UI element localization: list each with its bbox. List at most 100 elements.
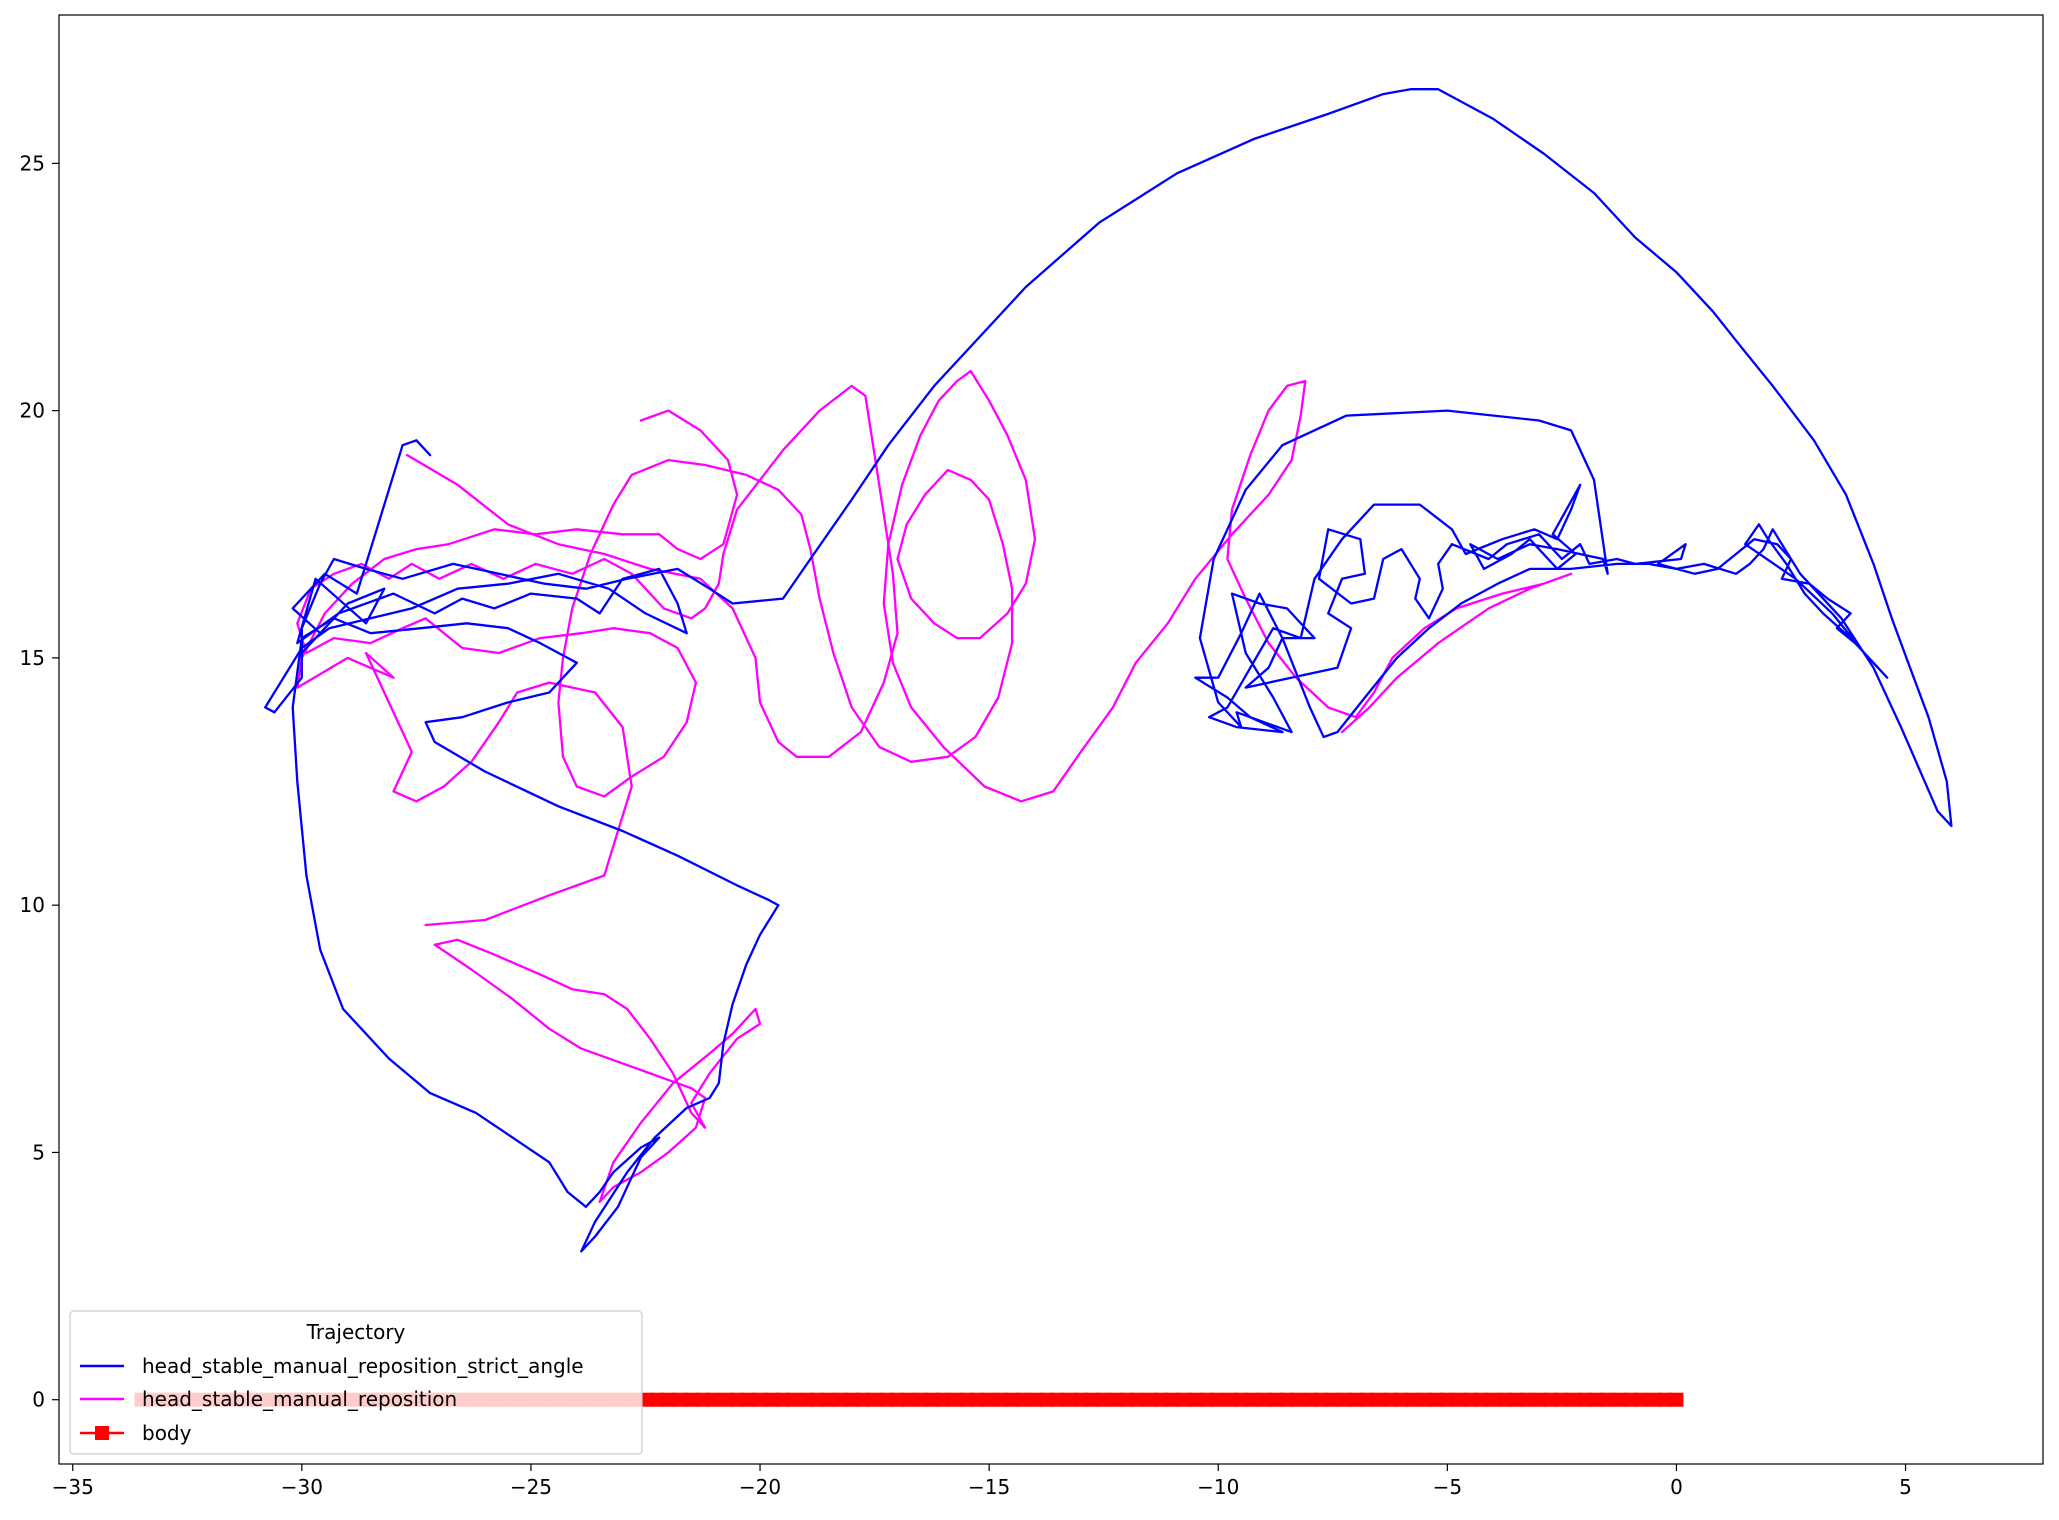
body-marker: [1658, 1392, 1672, 1407]
body-marker: [1302, 1392, 1317, 1407]
body-marker: [695, 1392, 710, 1407]
body-marker: [1291, 1392, 1306, 1407]
x-tick-label: −10: [1197, 1475, 1239, 1499]
body-marker: [1440, 1392, 1455, 1407]
body-marker: [1543, 1392, 1558, 1407]
y-tick-label: 5: [32, 1140, 45, 1164]
body-marker: [1073, 1392, 1088, 1407]
y-tick-label: 25: [20, 151, 45, 175]
series-head-stable-manual-reposition: [296, 369, 1573, 1204]
body-marker: [982, 1392, 997, 1407]
body-marker: [1509, 1392, 1524, 1407]
legend-box: [69, 1310, 643, 1455]
body-marker: [1474, 1392, 1489, 1407]
body-marker: [1199, 1392, 1214, 1407]
body-marker: [1245, 1392, 1260, 1407]
body-marker: [1234, 1392, 1249, 1407]
y-tick-label: 15: [20, 646, 45, 670]
body-marker: [833, 1392, 848, 1407]
body-marker: [1646, 1392, 1661, 1407]
body-marker: [1131, 1392, 1146, 1407]
series-head-stable-manual-reposition-strict-angle: [264, 88, 1953, 1253]
body-marker: [787, 1392, 802, 1407]
body-marker: [741, 1392, 756, 1407]
body-marker: [1406, 1392, 1420, 1407]
body-marker: [1280, 1392, 1294, 1407]
legend-label-strict-angle: head_stable_manual_reposition_strict_ang…: [142, 1354, 584, 1378]
body-marker: [959, 1392, 974, 1407]
body-marker: [1314, 1392, 1329, 1407]
series-line-head-stable-manual-reposition-part-2: [433, 938, 762, 1204]
body-marker: [672, 1392, 687, 1407]
body-marker: [947, 1392, 962, 1407]
body-marker: [1016, 1392, 1031, 1407]
body-marker: [879, 1392, 893, 1407]
body-marker: [1497, 1392, 1512, 1407]
body-marker: [661, 1392, 676, 1407]
body-marker: [1612, 1392, 1627, 1407]
body-marker: [936, 1392, 951, 1407]
body-marker: [1394, 1392, 1409, 1407]
series-line-head-stable-manual-reposition: [296, 369, 1573, 803]
body-marker: [776, 1392, 790, 1407]
body-marker: [1050, 1392, 1065, 1407]
body-marker: [1532, 1392, 1546, 1407]
body-marker: [844, 1392, 859, 1407]
legend-label-reposition: head_stable_manual_reposition: [142, 1387, 457, 1411]
body-marker: [1383, 1392, 1398, 1407]
body-marker: [913, 1392, 928, 1407]
body-marker: [1337, 1392, 1352, 1407]
legend-title: Trajectory: [306, 1320, 406, 1344]
body-marker: [1371, 1392, 1386, 1407]
y-tick-label: 20: [20, 399, 45, 423]
body-marker: [1108, 1392, 1123, 1407]
series-line-head-stable-manual-reposition-strict-angle: [264, 88, 1953, 828]
x-axis: −35 −30 −25 −20 −15 −10 −5 0 5: [52, 1464, 1912, 1499]
body-marker: [1062, 1392, 1077, 1407]
body-marker: [993, 1392, 1008, 1407]
body-marker: [1119, 1392, 1134, 1407]
x-tick-label: 0: [1670, 1475, 1683, 1499]
x-tick-label: −35: [52, 1475, 94, 1499]
x-tick-label: −5: [1433, 1475, 1462, 1499]
body-marker: [1566, 1392, 1581, 1407]
body-marker: [902, 1392, 916, 1407]
legend-marker-body: [95, 1426, 109, 1440]
body-marker: [1669, 1392, 1684, 1407]
body-marker: [1325, 1392, 1340, 1407]
body-marker: [1577, 1392, 1592, 1407]
body-marker: [684, 1392, 699, 1407]
y-tick-label: 0: [32, 1388, 45, 1412]
body-marker: [1188, 1392, 1203, 1407]
body-marker: [924, 1392, 939, 1407]
body-marker: [867, 1392, 882, 1407]
body-marker: [1005, 1392, 1020, 1407]
body-marker: [856, 1392, 871, 1407]
body-marker: [1360, 1392, 1375, 1407]
legend-label-body: body: [142, 1421, 192, 1445]
body-marker: [1623, 1392, 1638, 1407]
body-marker: [1222, 1392, 1237, 1407]
body-marker: [1486, 1392, 1501, 1407]
body-marker: [970, 1392, 985, 1407]
body-marker: [1165, 1392, 1180, 1407]
body-marker: [1028, 1392, 1042, 1407]
body-marker: [1589, 1392, 1604, 1407]
x-tick-label: −30: [281, 1475, 323, 1499]
y-tick-label: 10: [20, 893, 45, 917]
body-marker: [810, 1392, 825, 1407]
body-marker: [798, 1392, 813, 1407]
body-marker: [707, 1392, 722, 1407]
body-marker: [821, 1392, 836, 1407]
body-marker: [1268, 1392, 1283, 1407]
body-marker: [1554, 1392, 1569, 1407]
x-tick-label: 5: [1899, 1475, 1912, 1499]
body-marker: [1428, 1392, 1443, 1407]
body-marker: [1257, 1392, 1272, 1407]
body-marker: [1176, 1392, 1191, 1407]
series-line-head-stable-manual-reposition-part-3: [296, 409, 739, 927]
body-marker: [1635, 1392, 1650, 1407]
body-marker: [1142, 1392, 1157, 1407]
body-marker: [1096, 1392, 1111, 1407]
